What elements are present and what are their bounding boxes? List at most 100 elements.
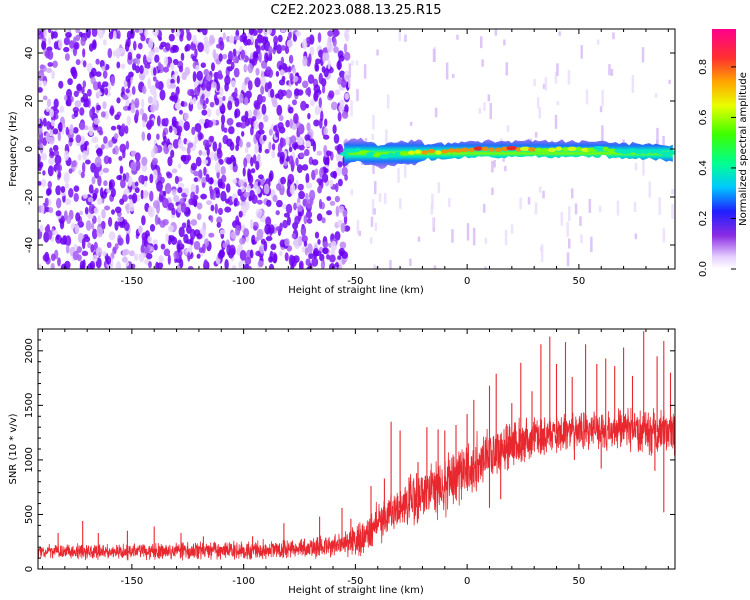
spectrogram-noise-blob [153,145,158,154]
spectrogram-noise-blob [81,86,85,95]
spectrogram-noise-blob [339,241,347,249]
spectrogram-faint-streak [642,160,645,176]
spectrogram-noise-blob [110,187,116,198]
spectrogram-noise-blob [85,220,92,231]
spectrogram-noise-blob [65,32,72,38]
spectrogram-noise-field [38,29,675,269]
spectrogram-noise-blob [290,263,294,269]
spectrogram-noise-blob [87,214,94,220]
spectrogram-noise-blob [148,50,155,57]
spectrogram-noise-blob [129,29,134,39]
spectrogram-noise-blob [271,150,276,159]
spectrogram-noise-blob [180,202,187,213]
spectrogram-noise-blob [155,79,160,89]
spectrogram-noise-blob [334,89,341,96]
spectrogram-noise-blob [254,236,260,242]
spectrogram-noise-blob [167,57,173,64]
spectrogram-faint-streak [356,220,360,235]
spectrogram-noise-blob [183,121,190,131]
spectrogram-noise-blob [253,225,258,231]
spectrogram-noise-blob [181,71,187,81]
spectrogram-noise-blob [177,163,182,169]
spectrogram-noise-blob [114,220,119,231]
spectrogram-noise-blob [268,141,272,151]
spectrogram-noise-blob [38,263,42,269]
spectrogram-noise-blob [110,125,117,131]
spectrogram-noise-blob [82,162,86,174]
spectrogram-noise-blob [257,153,261,162]
spectrogram-noise-blob [171,189,177,196]
spectrogram-noise-blob [158,255,164,263]
spectrogram-noise-blob [168,125,173,133]
spectrogram-faint-streak [481,59,484,67]
spectrogram-faint-streak [654,93,658,98]
spectrogram-faint-streak [503,39,506,46]
spectrogram-noise-blob [38,161,44,168]
signal-band-hotspot [555,146,563,151]
spectrogram-noise-blob [299,152,305,158]
spectrogram-noise-blob [264,52,269,63]
spectrogram-noise-blob [311,169,316,181]
spectrogram-noise-blob [163,135,167,143]
spectrogram-noise-blob [293,143,297,151]
spectrogram-noise-blob [202,29,208,36]
spectrogram-noise-blob [88,203,96,215]
spectrogram-noise-blob [259,75,267,86]
spectrogram-noise-blob [335,205,340,217]
spectrogram-noise-blob [46,120,51,131]
spectrogram-noise-blob [138,174,145,184]
spectrogram-noise-blob [124,203,130,211]
spectrogram-x-tick-label: 0 [464,276,470,287]
spectrogram-faint-streak [348,63,352,78]
spectrogram-faint-streak [536,97,540,109]
signal-band-hotspot [441,149,449,154]
spectrogram-noise-blob [162,197,169,209]
spectrogram-noise-blob [326,254,330,260]
spectrogram-noise-blob [172,58,179,66]
spectrogram-noise-blob [168,33,175,42]
spectrogram-noise-blob [97,215,101,225]
spectrogram-faint-streak [631,75,635,93]
spectrogram-noise-blob [178,226,185,238]
spectrogram-noise-blob [75,134,82,143]
spectrogram-noise-blob [225,183,231,193]
spectrogram-noise-blob [90,244,95,253]
spectrogram-noise-blob [94,165,100,177]
spectrogram-noise-blob [181,146,187,152]
spectrogram-noise-blob [88,184,94,194]
spectrogram-faint-streak [554,114,558,129]
spectrogram-noise-blob [45,188,51,197]
spectrogram-noise-blob [146,55,153,63]
snr-y-tick-label: 1000 [24,447,35,472]
spectrogram-noise-blob [95,71,102,77]
spectrogram-noise-blob [254,38,258,49]
spectrogram-faint-streak [487,94,491,102]
spectrogram-noise-blob [239,250,247,261]
spectrogram-noise-blob [301,164,309,171]
spectrogram-noise-blob [152,239,158,246]
spectrogram-noise-blob [300,225,307,237]
spectrogram-noise-blob [38,87,43,93]
spectrogram-faint-streak [542,83,546,89]
spectrogram-noise-blob [322,173,329,183]
spectrogram-signal-band [339,137,675,170]
spectrogram-noise-blob [55,210,62,217]
spectrogram-y-tick-label: 20 [24,95,35,108]
spectrogram-noise-blob [187,89,195,96]
signal-band-hotspot [468,147,475,153]
spectrogram-noise-blob [290,135,297,144]
spectrogram-noise-blob [42,170,46,176]
spectrogram-noise-blob [152,76,157,82]
spectrogram-faint-streak [389,260,392,269]
spectrogram-noise-blob [210,151,215,161]
spectrogram-noise-blob [172,45,180,53]
spectrogram-noise-blob [322,241,329,248]
spectrogram-noise-blob [318,198,323,210]
spectrogram-faint-streak [601,89,604,107]
spectrogram-faint-streak [519,197,522,210]
spectrogram-noise-blob [317,32,322,43]
spectrogram-noise-blob [255,187,261,195]
spectrogram-noise-blob [116,124,121,130]
spectrogram-noise-blob [57,257,61,267]
spectrogram-noise-blob [58,80,64,89]
